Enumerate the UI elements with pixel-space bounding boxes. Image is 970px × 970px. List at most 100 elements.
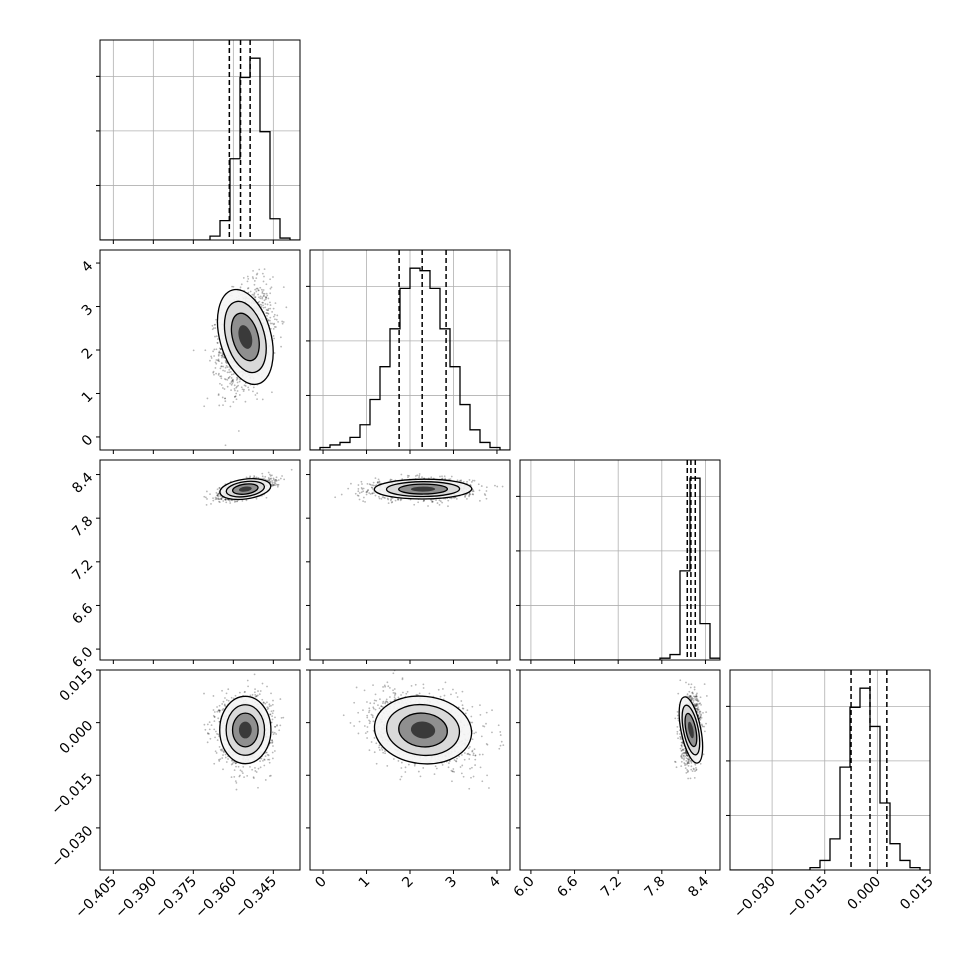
scatter-panel-p0-p1	[192, 268, 288, 447]
scatter-point	[347, 487, 350, 490]
scatter-point	[273, 326, 276, 328]
scatter-point	[215, 491, 218, 494]
scatter-point	[272, 709, 275, 712]
scatter-point	[217, 495, 220, 498]
scatter-point	[240, 386, 243, 389]
scatter-point	[220, 377, 223, 380]
scatter-point	[234, 395, 236, 398]
scatter-point	[267, 312, 270, 315]
scatter-point	[224, 361, 227, 364]
scatter-point	[262, 306, 265, 309]
scatter-point	[262, 304, 264, 307]
scatter-point	[376, 481, 379, 483]
scatter-point	[218, 758, 220, 761]
scatter-point	[237, 384, 240, 387]
scatter-point	[269, 322, 272, 325]
scatter-point	[218, 372, 220, 375]
scatter-point	[223, 703, 226, 706]
scatter-point	[431, 500, 434, 503]
scatter-point	[242, 765, 245, 768]
scatter-point	[209, 493, 211, 496]
scatter-point	[231, 762, 234, 765]
scatter-point	[441, 477, 444, 480]
axes-frame	[99, 39, 301, 241]
scatter-point	[494, 484, 496, 487]
scatter-point	[262, 295, 265, 297]
scatter-point	[224, 498, 227, 501]
scatter-point	[439, 475, 441, 478]
scatter-point	[236, 500, 239, 502]
scatter-point	[471, 490, 474, 493]
scatter-point	[263, 295, 265, 297]
scatter-point	[235, 392, 238, 395]
scatter-point	[362, 490, 365, 493]
scatter-point	[383, 496, 385, 499]
scatter-point	[217, 373, 220, 376]
scatter-point	[418, 473, 421, 475]
scatter-point	[224, 397, 226, 400]
scatter-point	[259, 297, 262, 300]
contour-line	[219, 478, 272, 501]
scatter-point	[273, 352, 276, 354]
scatter-point	[215, 372, 218, 375]
scatter-point	[391, 501, 394, 503]
scatter-point	[251, 293, 254, 296]
scatter-point	[400, 473, 403, 476]
scatter-point	[436, 502, 439, 504]
scatter-point	[239, 774, 241, 777]
scatter-point	[261, 472, 264, 475]
scatter-point	[277, 483, 280, 486]
scatter-point	[260, 306, 263, 308]
scatter-point	[371, 484, 374, 487]
scatter-point	[262, 301, 264, 304]
scatter-point	[220, 497, 223, 500]
scatter-point	[360, 487, 363, 489]
scatter-point	[356, 494, 359, 497]
scatter-point	[365, 491, 368, 493]
scatter-point	[216, 342, 219, 344]
scatter-point	[267, 309, 270, 312]
scatter-point	[224, 498, 227, 501]
scatter-point	[255, 476, 258, 479]
scatter-point	[254, 296, 257, 298]
scatter-point	[276, 484, 279, 486]
scatter-point	[257, 690, 259, 692]
scatter-point	[400, 498, 403, 501]
scatter-point	[268, 478, 271, 480]
scatter-point	[271, 310, 274, 313]
scatter-point	[229, 502, 232, 504]
scatter-point	[273, 313, 276, 316]
scatter-point	[214, 750, 217, 753]
scatter-point	[483, 493, 486, 495]
scatter-point	[485, 497, 488, 500]
scatter-point	[218, 487, 221, 490]
scatter-point	[358, 498, 361, 501]
scatter-point	[247, 287, 250, 289]
scatter-point	[232, 285, 235, 288]
scatter-point	[224, 756, 227, 759]
scatter-point	[219, 348, 222, 350]
scatter-point	[223, 388, 226, 390]
scatter-point	[473, 479, 476, 482]
scatter-point	[227, 376, 230, 379]
scatter-point	[227, 377, 230, 380]
scatter-point	[261, 398, 264, 401]
scatter-point	[365, 491, 368, 494]
scatter-point	[222, 369, 225, 372]
axes-frame	[729, 669, 931, 871]
scatter-point	[277, 320, 279, 323]
scatter-point	[239, 286, 242, 289]
scatter-point	[271, 739, 273, 741]
scatter-point	[210, 355, 213, 358]
scatter-point	[246, 287, 249, 290]
scatter-point	[269, 287, 272, 290]
scatter-point	[218, 351, 220, 354]
scatter-point	[234, 762, 237, 765]
scatter-point	[460, 479, 463, 482]
scatter-point	[266, 701, 268, 704]
scatter-point	[218, 360, 221, 363]
density-fill	[410, 486, 436, 492]
scatter-point	[254, 688, 256, 690]
scatter-point	[408, 474, 410, 477]
scatter-point	[221, 689, 223, 692]
